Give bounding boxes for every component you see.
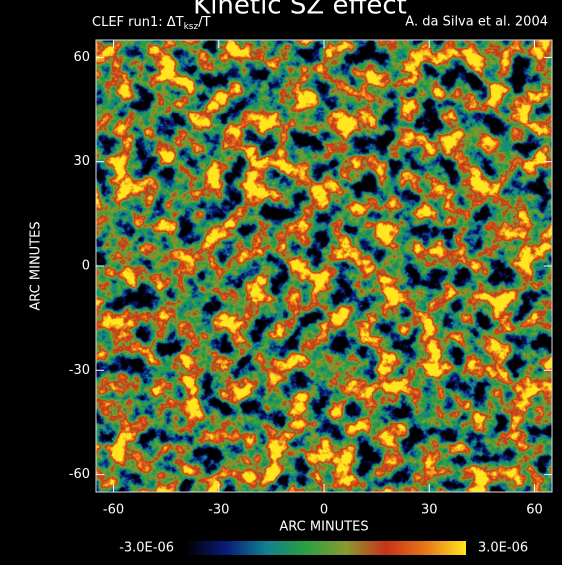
y-tick-label: 30 xyxy=(73,154,90,169)
x-axis-label: ARC MINUTES xyxy=(279,520,368,535)
y-tick-label: -60 xyxy=(69,467,90,482)
chart-title: Kinetic SZ effect xyxy=(193,0,407,21)
y-tick-label: 60 xyxy=(73,50,90,65)
x-tick-label: 30 xyxy=(421,503,438,518)
chart: Kinetic SZ effect CLEF run1: ΔTksz/T A. … xyxy=(0,0,562,565)
y-tick-label: 0 xyxy=(82,259,90,274)
colorbar-tick-label: -3.0E-06 xyxy=(119,541,174,556)
x-tick-label: -30 xyxy=(208,503,229,518)
colorbar xyxy=(186,541,466,555)
y-axis-label: ARC MINUTES xyxy=(29,221,44,310)
x-tick-label: 0 xyxy=(320,503,328,518)
subtitle-text: CLEF run1: ΔT xyxy=(92,15,184,30)
subtitle-subscript: ksz xyxy=(184,22,199,32)
y-tick-label: -30 xyxy=(69,363,90,378)
sky-map xyxy=(96,40,552,492)
colorbar-tick-label: 3.0E-06 xyxy=(478,541,528,556)
x-tick-label: 60 xyxy=(526,503,543,518)
subtitle-suffix: /T xyxy=(198,15,210,30)
x-tick-label: -60 xyxy=(103,503,124,518)
annotation: A. da Silva et al. 2004 xyxy=(405,15,548,30)
